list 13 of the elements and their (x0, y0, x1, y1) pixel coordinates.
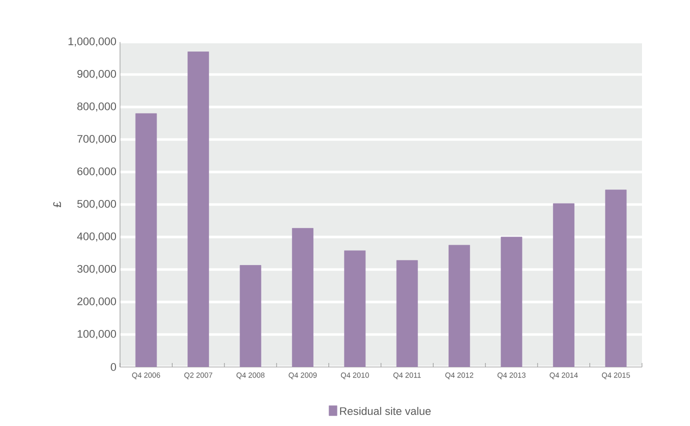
y-tick-label: 100,000 (78, 330, 116, 340)
y-tick-label: 700,000 (77, 134, 116, 144)
y-tick-label: 400,000 (77, 232, 116, 242)
y-tick-label: 200,000 (77, 297, 116, 307)
y-axis-title: £ (53, 202, 61, 208)
y-tick-label: 600,000 (77, 167, 116, 177)
legend-label: Residual site value (340, 406, 431, 415)
y-tick-label: 0 (110, 363, 116, 371)
y-tick-label: 900,000 (77, 70, 116, 80)
y-tick-label: 300,000 (77, 264, 116, 274)
y-tick-label: 800,000 (77, 102, 116, 112)
y-tick-label: 500,000 (77, 200, 116, 210)
y-tick-label: 1,000,000 (68, 37, 116, 47)
